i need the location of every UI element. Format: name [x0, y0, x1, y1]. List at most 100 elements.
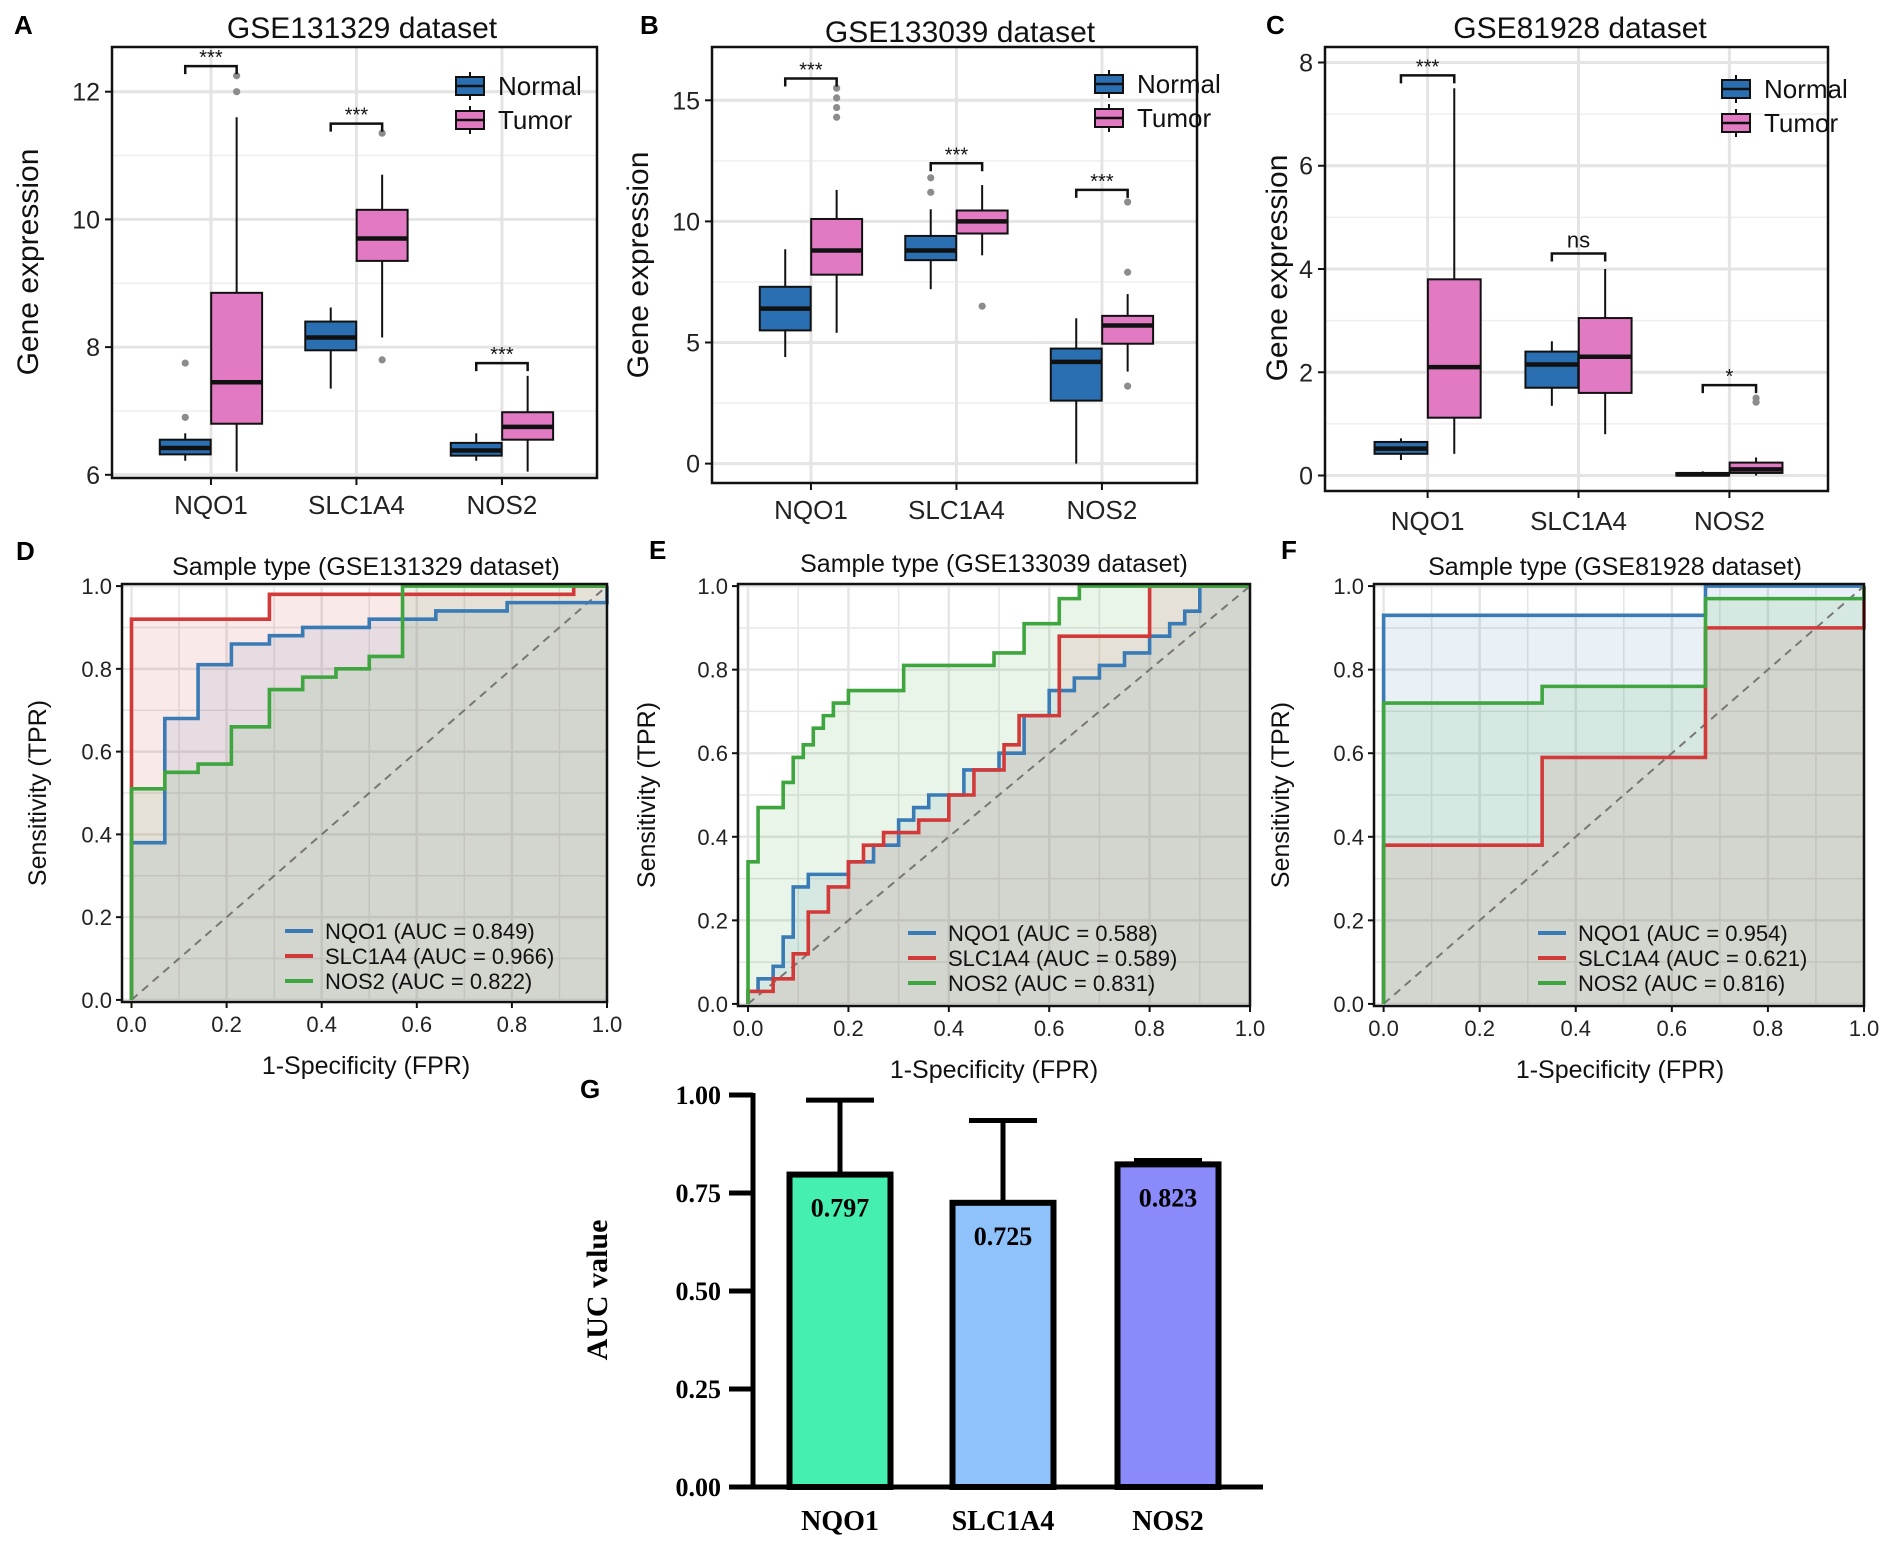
x-tick-label: 0.2 [211, 1012, 242, 1037]
x-tick-label: 1.0 [1235, 1016, 1266, 1041]
significance-slc1a4: *** [929, 144, 984, 172]
legend-item-nqo1: NQO1 (AUC = 0.954) [1538, 921, 1788, 946]
x-category-label: SLC1A4 [308, 490, 405, 520]
x-category-label: NOS2 [1067, 495, 1138, 525]
significance-slc1a4: ns [1550, 228, 1607, 262]
y-tick-label: 0.4 [1333, 825, 1364, 850]
significance-bracket [1074, 188, 1129, 198]
legend-label: NQO1 (AUC = 0.954) [1578, 921, 1788, 946]
plot-background [112, 47, 597, 478]
x-tick-label: 0.4 [306, 1012, 337, 1037]
x-category-label: NQO1 [174, 490, 248, 520]
roc-curve-slc1a4 [1381, 586, 1866, 1004]
significance-bracket [783, 77, 838, 87]
outlier-point [181, 413, 189, 421]
x-tick-label: 0.8 [497, 1012, 528, 1037]
roc-curve-nos2 [129, 584, 607, 1000]
significance-label: ns [1567, 228, 1590, 253]
x-tick-label: 0.0 [116, 1012, 147, 1037]
bar-nqo1: 0.797 NQO1 [786, 1097, 894, 1537]
y-tick-label: 0.6 [697, 741, 728, 766]
boxplot-panel-b: *** *** *** Normal Tumor 0 5 10 15 NQO1 SLC1A4 NOS2… [622, 16, 1221, 525]
outlier-point [833, 113, 841, 121]
legend-label: Tumor [1137, 103, 1211, 133]
y-tick-label: 0.2 [697, 908, 728, 933]
x-tick-label: 0.8 [1753, 1016, 1784, 1041]
y-tick-label: 4 [1299, 256, 1313, 284]
legend-item-nos2: NOS2 (AUC = 0.816) [1538, 971, 1785, 996]
x-tick-label: 0.6 [1034, 1016, 1065, 1041]
y-tick-label: 0.4 [81, 822, 112, 847]
y-tick-label: 10 [72, 206, 100, 234]
x-category-label: NOS2 [1132, 1506, 1204, 1537]
x-category-label: NQO1 [801, 1506, 879, 1537]
significance-nos2: *** [1074, 171, 1129, 198]
legend-label: NOS2 (AUC = 0.831) [948, 971, 1155, 996]
bar-value-label: 0.823 [1139, 1183, 1198, 1212]
box-body [810, 217, 864, 276]
panel-letter-a: A [14, 10, 33, 40]
legend-item-normal: Normal [1094, 69, 1221, 99]
legend-label: Normal [1764, 74, 1848, 104]
significance-label: *** [199, 47, 223, 69]
y-axis-label: Gene expression [12, 149, 45, 376]
chart-title: Sample type (GSE133039 dataset) [800, 550, 1188, 578]
y-tick-label: 12 [72, 79, 100, 107]
y-tick-label: 0.50 [676, 1277, 722, 1306]
bar-rect [949, 1199, 1057, 1491]
bar-value-label: 0.725 [974, 1222, 1033, 1251]
gridlines [1325, 47, 1828, 491]
y-tick-label: 1.0 [1333, 574, 1364, 599]
box-nqo1-normal [758, 249, 812, 358]
box-nqo1-tumor [810, 84, 864, 333]
roc-curve-nqo1 [129, 586, 609, 1000]
y-tick-label: 0 [686, 451, 700, 479]
box-nqo1-normal [1373, 438, 1429, 461]
diagonal-reference-line [747, 585, 1251, 1005]
x-axis-label: 1-Specificity (FPR) [1516, 1056, 1724, 1084]
legend-item-slc1a4: SLC1A4 (AUC = 0.621) [1538, 946, 1807, 971]
outlier-point [233, 72, 241, 80]
x-tick-label: 0.2 [1464, 1016, 1495, 1041]
roc-panel-f: 0.00.0 0.2 0.2 0.4 0.4 0.6 0.6 0.8 0.8 1.0 1.0 NQO1… [1267, 553, 1879, 1084]
significance-slc1a4: *** [329, 105, 384, 132]
y-axis-label: Sensitivity (TPR) [24, 700, 52, 886]
significance-label: *** [945, 144, 969, 166]
chart-title: GSE131329 dataset [227, 12, 498, 45]
y-tick-label: 6 [86, 462, 100, 490]
diagonal-reference-line [130, 585, 608, 1001]
chart-title: GSE81928 dataset [1453, 12, 1707, 45]
legend-item-tumor: Tumor [1094, 103, 1211, 133]
box-nos2-tumor [501, 375, 555, 472]
y-axis-label: Gene expression [622, 152, 655, 379]
panel-letter-e: E [649, 535, 666, 565]
x-category-label: SLC1A4 [952, 1506, 1055, 1537]
y-tick-label: 0.0 [81, 988, 112, 1013]
x-category-label: NOS2 [467, 490, 538, 520]
outlier-point [833, 103, 841, 112]
x-category-label: SLC1A4 [1530, 506, 1627, 536]
significance-bracket [1399, 74, 1456, 84]
significance-nqo1: *** [783, 59, 838, 87]
y-tick-label: 0.6 [81, 740, 112, 765]
x-tick-label: 0.4 [934, 1016, 965, 1041]
y-tick-label: 8 [1299, 49, 1313, 77]
outlier-point [1124, 268, 1132, 276]
significance-nqo1: *** [183, 47, 238, 75]
bar-panel-g: G 0.00 0.25 0.50 0.75 1.00 0.797 NQO1 0.725 SLC1A… [580, 1074, 1263, 1537]
legend-label: Normal [498, 71, 582, 101]
y-tick-label: 0.25 [676, 1375, 722, 1404]
roc-curve-nos2 [1381, 586, 1866, 1004]
box-slc1a4-normal [304, 307, 358, 389]
box-nqo1-normal [158, 359, 212, 461]
x-tick-label: 0.6 [402, 1012, 433, 1037]
legend-label: Tumor [1764, 108, 1838, 138]
box-body [904, 234, 958, 262]
plot-frame [1372, 582, 1866, 1008]
box-slc1a4-tumor [355, 129, 409, 364]
legend-label: Normal [1137, 69, 1221, 99]
outlier-point [978, 302, 986, 310]
significance-label: *** [490, 344, 514, 366]
y-axis-label: Sensitivity (TPR) [1267, 702, 1295, 888]
